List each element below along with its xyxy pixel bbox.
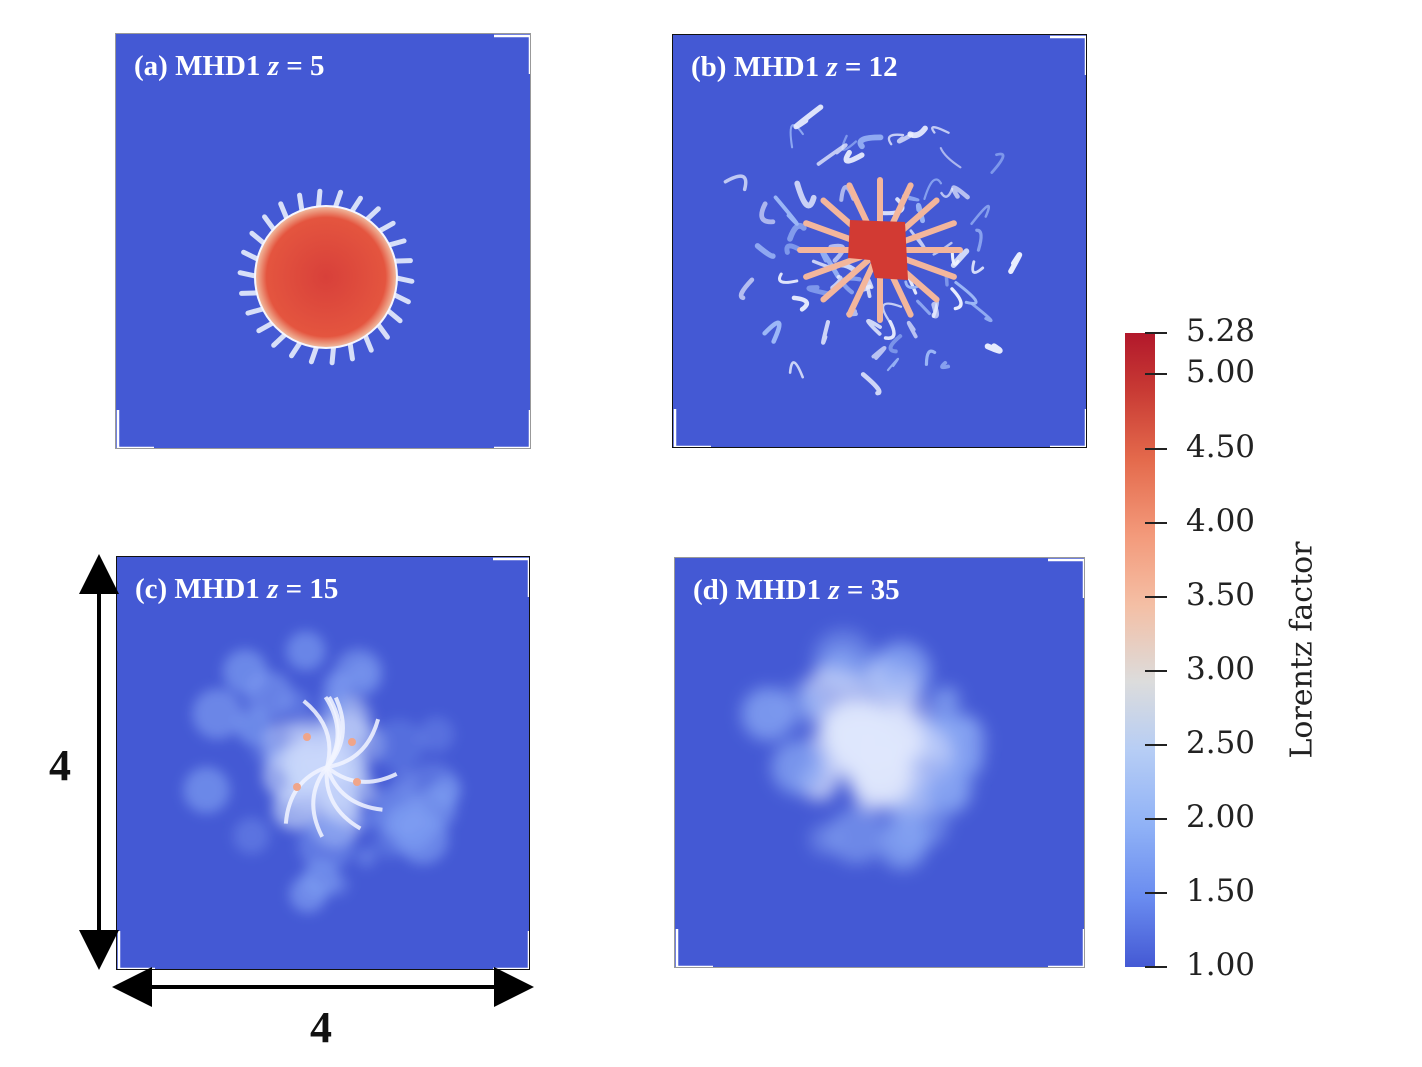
- diffuse-cloud: [741, 628, 987, 871]
- colorbar-tick: [1145, 373, 1167, 376]
- panel-b-field: [673, 35, 1086, 447]
- horizontal-dimension-label: 4: [310, 1003, 332, 1052]
- corner-marks: [675, 558, 1084, 967]
- colorbar-tick-label: 2.00: [1186, 798, 1256, 835]
- panel-b-label: (b) MHD1 z = 12: [691, 51, 898, 83]
- colorbar-tick: [1145, 595, 1167, 598]
- corner-marks: [673, 35, 1086, 447]
- panel-c-label: (c) MHD1 z = 15: [135, 573, 339, 605]
- colorbar-tick-label: 5.28: [1186, 313, 1256, 349]
- turbulent-cloud: [183, 631, 462, 913]
- panel-c: (c) MHD1 z = 15: [116, 556, 530, 970]
- colorbar-tick: [1145, 447, 1167, 450]
- panel-c-field: [117, 557, 529, 969]
- colorbar-tick: [1145, 817, 1167, 820]
- colorbar-tick: [1145, 669, 1167, 672]
- colorbar-tick-label: 1.50: [1186, 872, 1256, 909]
- hot-disk: [237, 188, 415, 366]
- colorbar-title: Lorentz factor: [1284, 541, 1320, 759]
- panel-d-label: (d) MHD1 z = 35: [693, 574, 900, 606]
- panel-d-field: [675, 558, 1084, 967]
- colorbar-tick-label: 3.00: [1186, 650, 1256, 687]
- panel-d: (d) MHD1 z = 35: [674, 557, 1085, 968]
- corner-marks: [116, 34, 530, 448]
- colorbar-tick: [1145, 332, 1167, 334]
- colorbar-tick-label: 3.50: [1186, 576, 1256, 613]
- colorbar-tick: [1145, 891, 1167, 894]
- colorbar-tick-label: 2.50: [1186, 724, 1256, 761]
- vertical-dimension-label: 4: [49, 741, 71, 790]
- colorbar-tick-label: 5.00: [1186, 354, 1256, 391]
- colorbar-tick: [1145, 743, 1167, 746]
- colorbar-tick-label: 4.50: [1186, 428, 1256, 465]
- turbulent-filaments: [723, 104, 1023, 396]
- colorbar: [1125, 333, 1155, 967]
- panel-a: (a) MHD1 z = 5: [115, 33, 531, 449]
- colorbar-tick-label: 4.00: [1186, 502, 1256, 539]
- corner-marks: [117, 557, 529, 969]
- panel-b: (b) MHD1 z = 12: [672, 34, 1087, 448]
- panel-a-field: [116, 34, 530, 448]
- colorbar-tick: [1145, 521, 1167, 524]
- panel-a-label: (a) MHD1 z = 5: [134, 50, 325, 82]
- colorbar-tick-label: 1.00: [1186, 947, 1256, 983]
- colorbar-tick: [1145, 966, 1167, 968]
